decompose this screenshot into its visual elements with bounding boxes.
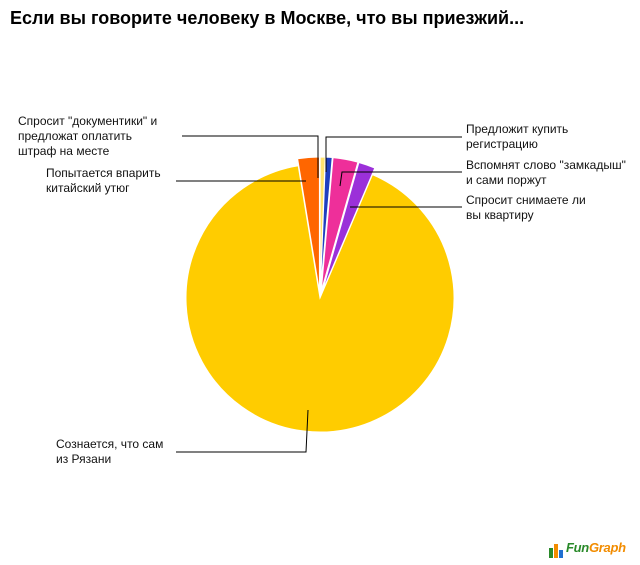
fungraph-logo: FunGraph [548, 538, 634, 560]
leader-ryazan [176, 409, 309, 453]
leader-zamkadysh [339, 171, 462, 187]
label-iron: Попытается впарить китайский утюг [46, 166, 161, 195]
logo-text: FunGraph [566, 540, 626, 555]
slice-ryazan [185, 165, 455, 433]
slice-zamkadysh [320, 157, 359, 292]
label-ryazan: Сознается, что сам из Рязани [56, 437, 164, 466]
slice-registration [319, 156, 333, 292]
label-zamkadysh: Вспомнят слово "замкадыш" и сами поржут [466, 158, 626, 187]
slice-apartment [321, 161, 376, 292]
label-registration: Предложит купить регистрацию [466, 122, 569, 151]
label-documents: Спросит "документики" и предложат оплати… [18, 114, 158, 158]
label-apartment: Спросит снимаете ли вы квартиру [466, 193, 586, 222]
leader-registration [325, 136, 462, 172]
chart-title: Если вы говорите человеку в Москве, что … [10, 8, 525, 28]
bar-logo-icon [549, 544, 563, 558]
leader-documents [182, 135, 319, 178]
slice-iron [297, 156, 320, 292]
